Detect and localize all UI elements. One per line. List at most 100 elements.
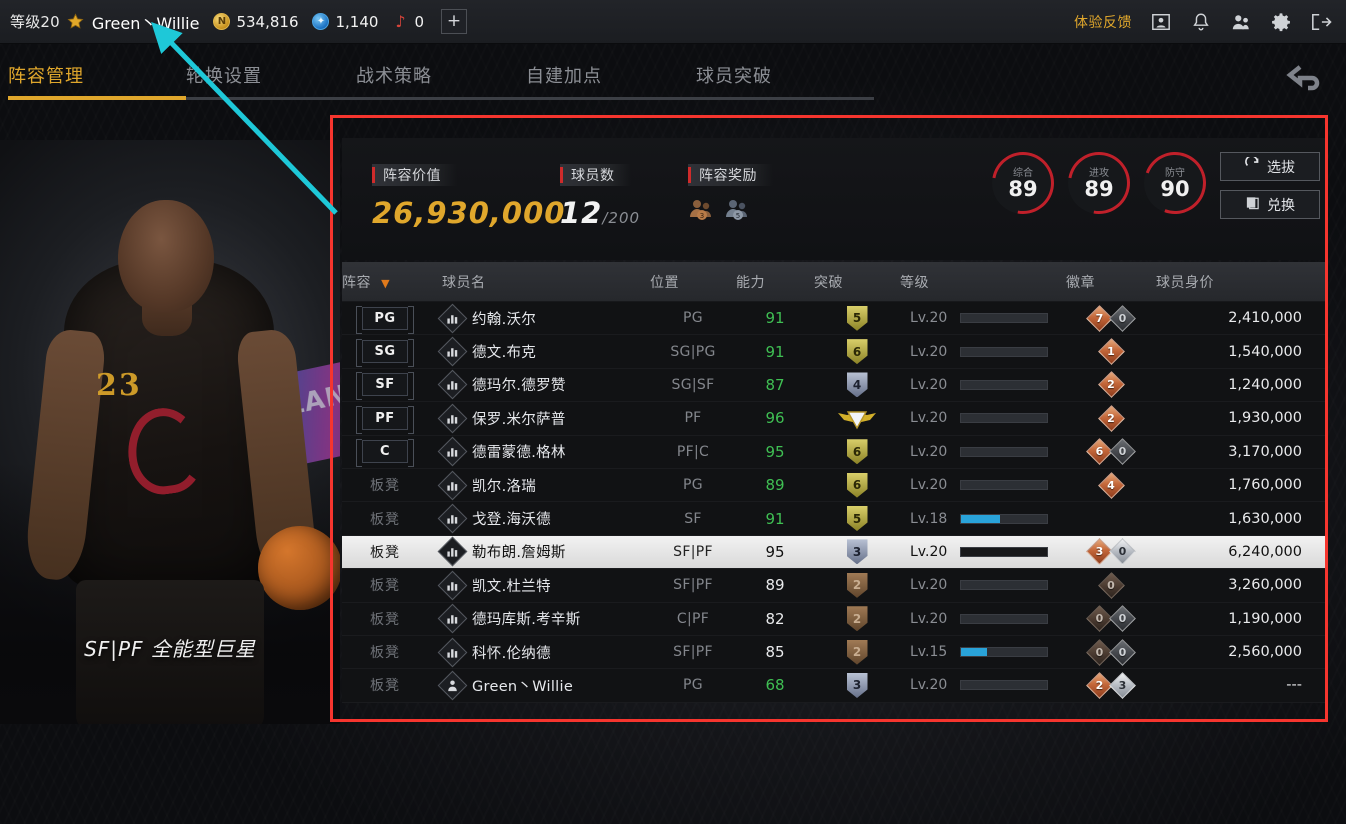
position-slot-badge[interactable]: SG [356,339,414,368]
badge-count: 2 [1095,678,1104,692]
header-ability[interactable]: 能力 [736,274,765,291]
header-badge[interactable]: 徽章 [1066,274,1095,291]
table-body: PG 约翰.沃尔 PG 91 5 Lv.20 7 0 2,410,000 SG 德文.布克 SG|PG… [342,302,1328,703]
badge-count: 0 [1118,311,1127,325]
player-badge[interactable]: 4 [1097,471,1125,499]
breakthrough-shield[interactable]: 2 [846,606,868,632]
tab-custom-points[interactable]: 自建加点 [526,54,704,100]
exchange-button[interactable]: 兑换 [1220,190,1320,219]
cell-breakthrough [814,402,900,434]
player-badge[interactable]: 0 [1109,304,1136,332]
header-player-name[interactable]: 球员名 [442,274,486,291]
logout-icon[interactable] [1310,11,1332,33]
cards-icon [1245,195,1260,214]
breakthrough-shield[interactable]: 2 [846,639,868,665]
player-badge[interactable]: 0 [1097,571,1125,599]
breakthrough-shield[interactable]: 2 [846,572,868,598]
cell-breakthrough: 6 [814,469,900,501]
level-label: Lv.20 [910,443,948,460]
gear-icon[interactable] [1270,11,1292,33]
stat-header: 阵容价值 [372,164,457,186]
table-row[interactable]: 板凳 凯文.杜兰特 SF|PF 89 2 Lv.20 0 3,260,000 [342,569,1328,603]
stat-label: 球员数 [571,168,615,184]
level-progress-bar [960,413,1048,424]
level-progress-bar [960,580,1048,591]
stats-icon [437,436,468,467]
draft-button[interactable]: 选拔 [1220,152,1320,181]
player-badge[interactable]: 3 [1086,538,1113,566]
cell-lineup: PF [342,402,428,434]
table-row[interactable]: C 德雷蒙德.格林 PF|C 95 6 Lv.20 6 0 3,170,000 [342,436,1328,469]
position-slot-badge[interactable]: SF [356,372,414,401]
table-row[interactable]: PG 约翰.沃尔 PG 91 5 Lv.20 7 0 2,410,000 [342,302,1328,336]
breakthrough-shield[interactable]: 6 [846,439,868,465]
tab-rotation-settings[interactable]: 轮换设置 [186,54,364,100]
cell-badges [1066,502,1156,534]
player-badge[interactable]: 2 [1097,404,1125,432]
table-row[interactable]: PF 保罗.米尔萨普 PF 96 Lv.20 2 1,930,000 [342,402,1328,436]
table-row[interactable]: SF 德玛尔.德罗赞 SG|SF 87 4 Lv.20 2 1,240,000 [342,369,1328,403]
breakthrough-shield[interactable]: 5 [846,305,868,331]
player-name-label: 凯尔.洛瑞 [472,478,537,495]
player-badge[interactable]: 2 [1097,371,1125,399]
reward-badge-bronze[interactable]: 3 [688,197,716,225]
tab-lineup-management[interactable]: 阵容管理 [8,54,186,100]
table-row[interactable]: 板凳 戈登.海沃德 SF 91 5 Lv.18 1,630,000 [342,502,1328,536]
breakthrough-shield[interactable]: 4 [846,372,868,398]
level-label: Lv.20 [910,376,948,393]
position-slot-badge[interactable]: C [356,439,414,468]
header-level[interactable]: 等级 [900,274,929,291]
reward-badge-silver[interactable]: 5 [724,197,752,225]
player-name-label: 德玛尔.德罗赞 [472,378,566,395]
cell-position: PF [650,402,736,434]
breakthrough-shield[interactable]: 6 [846,472,868,498]
header-lineup[interactable]: 阵容 ▼ [342,274,391,291]
table-row[interactable]: 板凳 Green丶Willie PG 68 3 Lv.20 2 3 --- [342,669,1328,703]
add-currency-button[interactable]: + [440,9,467,34]
table-row[interactable]: 板凳 勒布朗.詹姆斯 SF|PF 95 3 Lv.20 3 0 6,240,000 [342,535,1328,570]
player-badge[interactable]: 0 [1086,605,1113,633]
player-badge[interactable]: 3 [1109,672,1136,699]
rating-rings: 综合 89 进攻 89 防守 90 [979,139,1217,227]
friends-icon[interactable] [1230,11,1252,33]
cell-level: Lv.20 [900,569,1066,601]
player-badge[interactable]: 0 [1109,605,1136,633]
player-badge[interactable]: 1 [1097,338,1125,366]
cell-price: 6,240,000 [1156,536,1328,568]
level-progress-bar [960,446,1048,457]
position-slot-badge[interactable]: PG [356,305,414,334]
breakthrough-shield[interactable]: 6 [846,339,868,365]
bell-icon[interactable] [1190,11,1212,33]
tab-player-breakthrough[interactable]: 球员突破 [696,54,874,100]
breakthrough-shield[interactable]: 3 [846,672,868,698]
breakthrough-shield[interactable]: 5 [846,506,868,532]
player-badge[interactable]: 0 [1109,538,1136,566]
portrait-icon[interactable] [1150,11,1172,33]
player-badge[interactable]: 0 [1086,638,1113,666]
top-bar-actions: 体验反馈 [1074,11,1346,33]
stats-icon [437,570,468,601]
header-price[interactable]: 球员身价 [1156,274,1214,291]
header-breakthrough[interactable]: 突破 [814,274,843,291]
table-row[interactable]: 板凳 德玛库斯.考辛斯 C|PF 82 2 Lv.20 0 0 1,190,000 [342,603,1328,636]
table-row[interactable]: SG 德文.布克 SG|PG 91 6 Lv.20 1 1,540,000 [342,335,1328,369]
table-row[interactable]: 板凳 凯尔.洛瑞 PG 89 6 Lv.20 4 1,760,000 [342,469,1328,503]
player-badge[interactable]: 7 [1086,304,1113,332]
header-position[interactable]: 位置 [650,274,679,291]
breakthrough-crown-icon[interactable] [836,406,878,430]
tab-tactics[interactable]: 战术策略 [356,54,534,100]
player-badge[interactable]: 6 [1086,438,1113,466]
breakthrough-shield[interactable]: 3 [846,539,868,565]
player-badge[interactable]: 2 [1086,672,1113,699]
feedback-link[interactable]: 体验反馈 [1074,14,1132,31]
table-row[interactable]: 板凳 科怀.伦纳德 SF|PF 85 2 Lv.15 0 0 2,560,000 [342,636,1328,670]
player-badge[interactable]: 0 [1109,638,1136,666]
back-button[interactable] [1284,58,1330,94]
player-badge[interactable]: 0 [1109,438,1136,466]
player-name-label: 德雷蒙德.格林 [472,445,566,462]
badge-count: 4 [1107,478,1115,492]
position-slot-badge[interactable]: PF [356,405,414,434]
badge-count: 6 [1095,445,1104,459]
